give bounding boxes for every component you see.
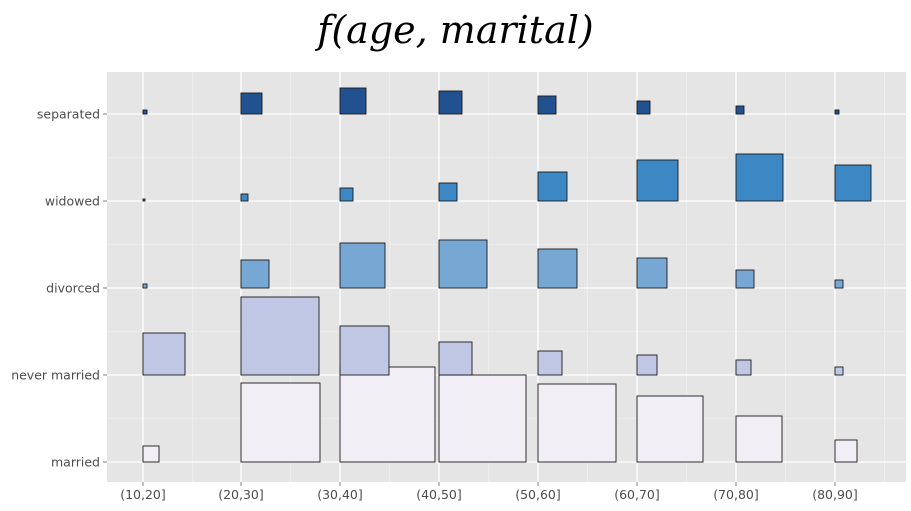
- y-tick-label: never married: [11, 368, 100, 383]
- x-tick-label: (70,80]: [713, 487, 759, 502]
- square-married-7: [834, 439, 858, 463]
- square-separated-6: [735, 105, 745, 115]
- x-tick-label: (60,70]: [614, 487, 660, 502]
- square-never-married-1: [240, 296, 320, 376]
- square-widowed-7: [834, 164, 872, 202]
- square-widowed-0: [142, 198, 146, 202]
- square-separated-4: [537, 95, 557, 115]
- square-married-2: [339, 366, 436, 463]
- square-never-married-0: [142, 332, 186, 376]
- square-widowed-1: [240, 193, 249, 202]
- x-tick-label: (20,30]: [218, 487, 264, 502]
- square-married-5: [636, 395, 704, 463]
- square-divorced-4: [537, 248, 578, 289]
- square-separated-3: [438, 90, 463, 115]
- squares: [142, 87, 872, 463]
- square-divorced-6: [735, 269, 755, 289]
- x-tick-label: (30,40]: [317, 487, 363, 502]
- square-widowed-6: [735, 153, 784, 202]
- chart-title: f(age, marital): [317, 8, 594, 52]
- y-tick-label: divorced: [46, 281, 100, 296]
- square-never-married-4: [537, 350, 563, 376]
- square-divorced-5: [636, 257, 668, 289]
- square-married-3: [438, 374, 527, 463]
- square-widowed-2: [339, 187, 354, 202]
- square-widowed-5: [636, 159, 679, 202]
- square-divorced-0: [142, 283, 148, 289]
- square-separated-1: [240, 92, 263, 115]
- x-tick-label: (80,90]: [812, 487, 858, 502]
- x-tick-label: (40,50]: [416, 487, 462, 502]
- square-separated-5: [636, 100, 651, 115]
- square-never-married-5: [636, 354, 658, 376]
- square-separated-2: [339, 87, 367, 115]
- square-never-married-3: [438, 341, 473, 376]
- square-divorced-1: [240, 259, 270, 289]
- y-tick-label: married: [51, 455, 100, 470]
- square-divorced-2: [339, 242, 386, 289]
- square-never-married-6: [735, 359, 752, 376]
- x-tick-label: (50,60]: [515, 487, 561, 502]
- square-never-married-2: [339, 325, 390, 376]
- square-never-married-7: [834, 366, 844, 376]
- square-separated-0: [142, 109, 148, 115]
- square-divorced-3: [438, 239, 488, 289]
- square-married-1: [240, 382, 321, 463]
- square-widowed-3: [438, 182, 458, 202]
- y-tick-label: widowed: [45, 194, 100, 209]
- square-widowed-4: [537, 171, 568, 202]
- square-married-6: [735, 415, 783, 463]
- square-divorced-7: [834, 279, 844, 289]
- square-separated-7: [834, 109, 840, 115]
- square-married-0: [142, 445, 160, 463]
- y-tick-label: separated: [37, 107, 100, 122]
- square-married-4: [537, 383, 617, 463]
- x-tick-label: (10,20]: [120, 487, 166, 502]
